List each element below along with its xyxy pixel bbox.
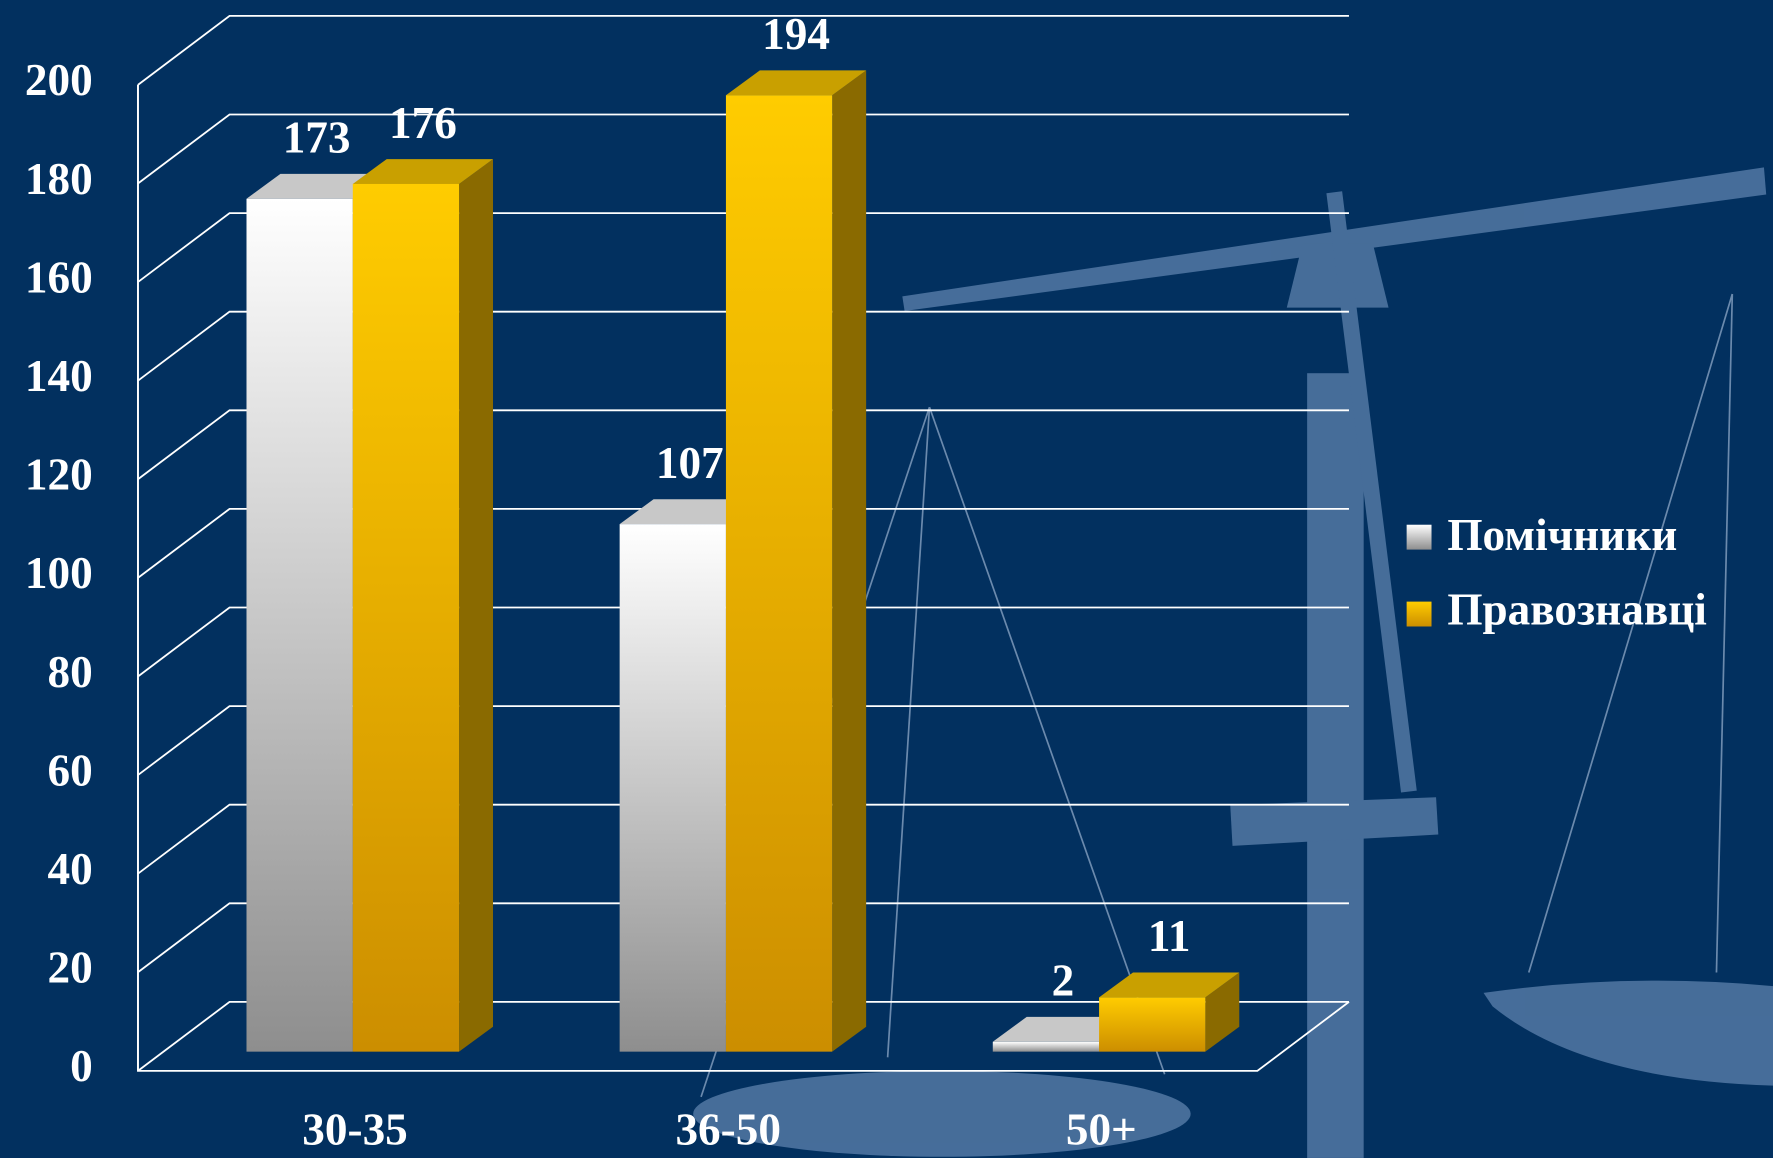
x-tick-label: 36-50 [675,1105,781,1155]
scales-decoration [693,167,1773,1158]
y-tick-label: 80 [48,647,93,697]
bar-top [352,159,494,184]
y-tick-label: 160 [25,252,93,302]
grid-line [137,803,1349,875]
bar [1099,972,1240,1052]
bar-top [619,499,760,525]
data-label: 107 [656,438,724,488]
bar-side [832,70,867,1052]
bar-side [1205,972,1240,1052]
grid-line [137,212,1349,283]
y-tick-label: 200 [25,55,93,105]
y-tick-label: 100 [25,548,93,598]
grid-line [137,409,1349,480]
y-tick-label: 40 [48,844,93,894]
y-tick-label: 180 [25,154,93,204]
grid-line [137,507,1349,579]
grid-line [137,902,1349,973]
bar-front [992,1041,1100,1052]
data-label: 11 [1148,911,1191,961]
data-label: 2 [1052,956,1075,1006]
bar-top [246,173,387,199]
grid-line [137,705,1349,776]
x-tick-label: 30-35 [302,1105,408,1155]
bar [725,70,867,1052]
data-label: 176 [389,98,457,148]
bar-front [725,95,833,1052]
grid-line [137,14,1349,86]
bar-front [352,183,460,1052]
bar-front [246,198,353,1052]
grid-line [137,113,1349,185]
bar-top [725,70,867,96]
y-tick-label: 0 [70,1041,93,1091]
plot: 0 20 40 60 80 100 120 140 160 180 200 30-35 173 176 36… [25,9,1350,1155]
grid-line [137,310,1349,382]
y-tick-label: 140 [25,351,93,401]
bar-side [459,159,494,1052]
y-tick-label: 60 [48,745,93,795]
data-label: 173 [283,113,351,163]
grid-line [137,606,1349,678]
legend-swatch [1406,524,1432,550]
bar-top [1099,972,1240,998]
grid-line [137,1000,1349,1072]
bar-front [619,524,726,1052]
data-label: 194 [762,9,830,59]
bar-top [992,1016,1134,1042]
legend-label: Помічники [1447,510,1677,560]
x-tick-label: 50+ [1066,1105,1137,1155]
bar [352,159,494,1052]
y-tick-label: 20 [48,943,93,993]
bar-front [1099,997,1206,1052]
legend-label: Правознавці [1447,584,1707,634]
y-tick-label: 120 [25,450,93,500]
legend-swatch [1406,601,1432,627]
